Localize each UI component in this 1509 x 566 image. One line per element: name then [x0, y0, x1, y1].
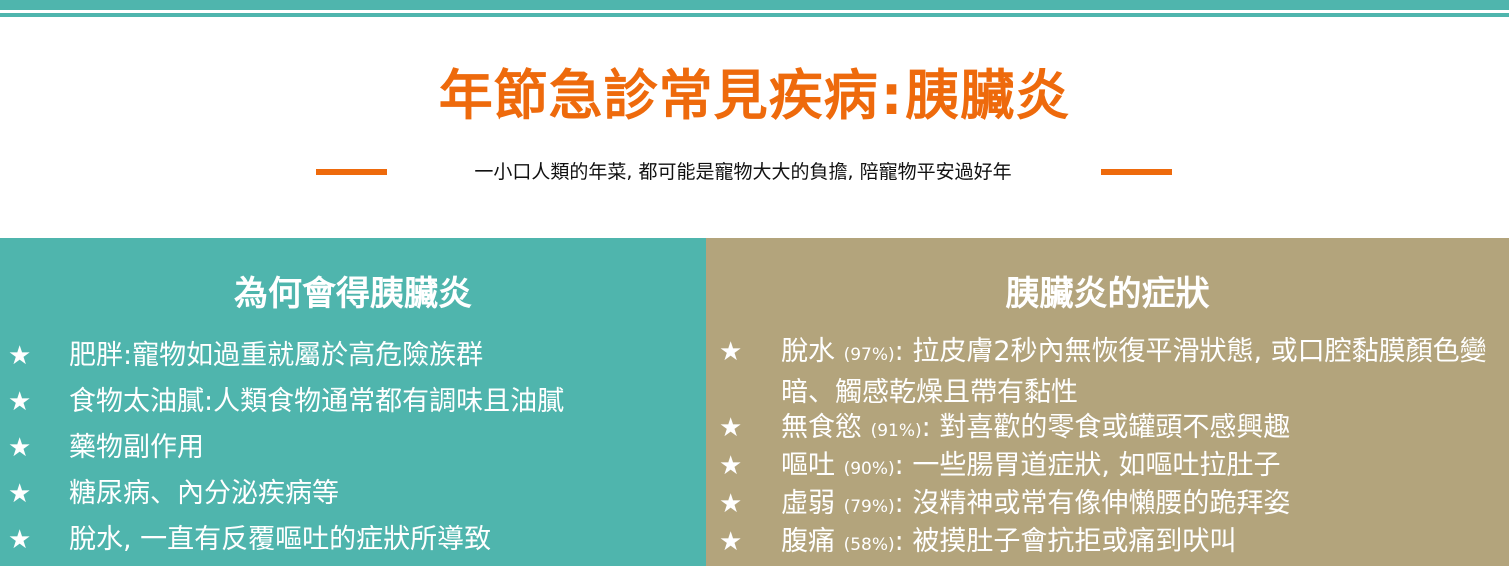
cause-text: 藥物副作用	[69, 432, 204, 463]
causes-panel: 為何會得胰臟炎 ★ 肥胖:寵物如過重就屬於高危險族群 ★ 食物太油膩:人類食物通…	[0, 238, 706, 566]
symptom-item: ★ 腹痛 (58%): 被摸肚子會抗拒或痛到吠叫	[706, 523, 1509, 561]
subtitle-row: 一小口人類的年菜, 都可能是寵物大大的負擔, 陪寵物平安過好年	[0, 158, 1509, 188]
page-title: 年節急診常見疾病:胰臟炎	[0, 58, 1509, 134]
subtitle-rule-left	[316, 169, 387, 175]
top-accent-line	[0, 13, 1509, 17]
symptoms-heading: 胰臟炎的症狀	[1005, 274, 1210, 314]
symptom-percentage: (58%)	[843, 535, 895, 555]
symptom-text: 嘔吐 (90%): 一些腸胃道症狀, 如嘔吐拉肚子	[781, 447, 1496, 488]
symptom-description: : 一些腸胃道症狀, 如嘔吐拉肚子	[894, 450, 1281, 481]
star-icon: ★	[719, 413, 743, 443]
star-icon: ★	[719, 451, 743, 481]
star-icon: ★	[719, 489, 743, 519]
cause-item: ★ 藥物副作用	[0, 429, 706, 475]
symptoms-panel: 胰臟炎的症狀 ★ 脫水 (97%): 拉皮膚2秒內無恢復平滑狀態, 或口腔黏膜顏…	[706, 238, 1509, 566]
title-separator: :	[880, 64, 904, 127]
cause-text: 脫水, 一直有反覆嘔吐的症狀所導致	[69, 524, 492, 555]
symptom-name: 無食慾	[781, 412, 862, 443]
symptom-item: ★ 無食慾 (91%): 對喜歡的零食或罐頭不感興趣	[706, 409, 1509, 447]
symptom-name: 腹痛	[781, 526, 835, 557]
symptom-item: ★ 嘔吐 (90%): 一些腸胃道症狀, 如嘔吐拉肚子	[706, 447, 1509, 485]
symptom-percentage: (79%)	[843, 497, 895, 517]
cause-item: ★ 脫水, 一直有反覆嘔吐的症狀所導致	[0, 521, 706, 566]
cause-item: ★ 食物太油膩:人類食物通常都有調味且油膩	[0, 383, 706, 429]
symptoms-list: ★ 脫水 (97%): 拉皮膚2秒內無恢復平滑狀態, 或口腔黏膜顏色變暗、觸感乾…	[706, 333, 1509, 561]
causes-heading: 為何會得胰臟炎	[234, 274, 472, 314]
symptom-description: : 對喜歡的零食或罐頭不感興趣	[921, 412, 1291, 443]
symptom-description: : 沒精神或常有像伸懶腰的跪拜姿	[894, 488, 1291, 519]
star-icon: ★	[8, 433, 32, 463]
star-icon: ★	[8, 387, 32, 417]
star-icon: ★	[719, 337, 743, 367]
cause-text: 糖尿病、內分泌疾病等	[69, 478, 339, 509]
cause-text: 肥胖:寵物如過重就屬於高危險族群	[69, 340, 484, 371]
star-icon: ★	[8, 479, 32, 509]
symptom-percentage: (97%)	[843, 345, 895, 365]
subtitle: 一小口人類的年菜, 都可能是寵物大大的負擔, 陪寵物平安過好年	[474, 161, 1012, 183]
star-icon: ★	[8, 341, 32, 371]
symptom-item: ★ 虛弱 (79%): 沒精神或常有像伸懶腰的跪拜姿	[706, 485, 1509, 523]
symptom-description: : 拉皮膚2秒內無恢復平滑狀態, 或口腔黏膜顏色變暗、觸感乾燥且帶有黏性	[781, 336, 1487, 408]
symptom-description: : 被摸肚子會抗拒或痛到吠叫	[894, 526, 1237, 557]
title-main: 年節急診常見疾病	[438, 64, 879, 127]
symptom-text: 腹痛 (58%): 被摸肚子會抗拒或痛到吠叫	[781, 523, 1496, 564]
symptom-percentage: (91%)	[870, 421, 922, 441]
symptom-name: 嘔吐	[781, 450, 835, 481]
symptom-item: ★ 脫水 (97%): 拉皮膚2秒內無恢復平滑狀態, 或口腔黏膜顏色變暗、觸感乾…	[706, 333, 1509, 409]
cause-item: ★ 肥胖:寵物如過重就屬於高危險族群	[0, 337, 706, 383]
symptom-text: 無食慾 (91%): 對喜歡的零食或罐頭不感興趣	[781, 409, 1496, 450]
symptom-name: 脫水	[781, 336, 835, 367]
star-icon: ★	[8, 525, 32, 555]
top-accent-bar	[0, 0, 1509, 10]
symptom-percentage: (90%)	[843, 459, 895, 479]
symptom-text: 脫水 (97%): 拉皮膚2秒內無恢復平滑狀態, 或口腔黏膜顏色變暗、觸感乾燥且…	[781, 333, 1496, 412]
subtitle-rule-right	[1101, 169, 1172, 175]
cause-item: ★ 糖尿病、內分泌疾病等	[0, 475, 706, 521]
symptom-name: 虛弱	[781, 488, 835, 519]
cause-text: 食物太油膩:人類食物通常都有調味且油膩	[69, 386, 565, 417]
title-topic: 胰臟炎	[905, 64, 1071, 127]
star-icon: ★	[719, 527, 743, 557]
causes-list: ★ 肥胖:寵物如過重就屬於高危險族群 ★ 食物太油膩:人類食物通常都有調味且油膩…	[0, 337, 706, 566]
symptom-text: 虛弱 (79%): 沒精神或常有像伸懶腰的跪拜姿	[781, 485, 1496, 526]
